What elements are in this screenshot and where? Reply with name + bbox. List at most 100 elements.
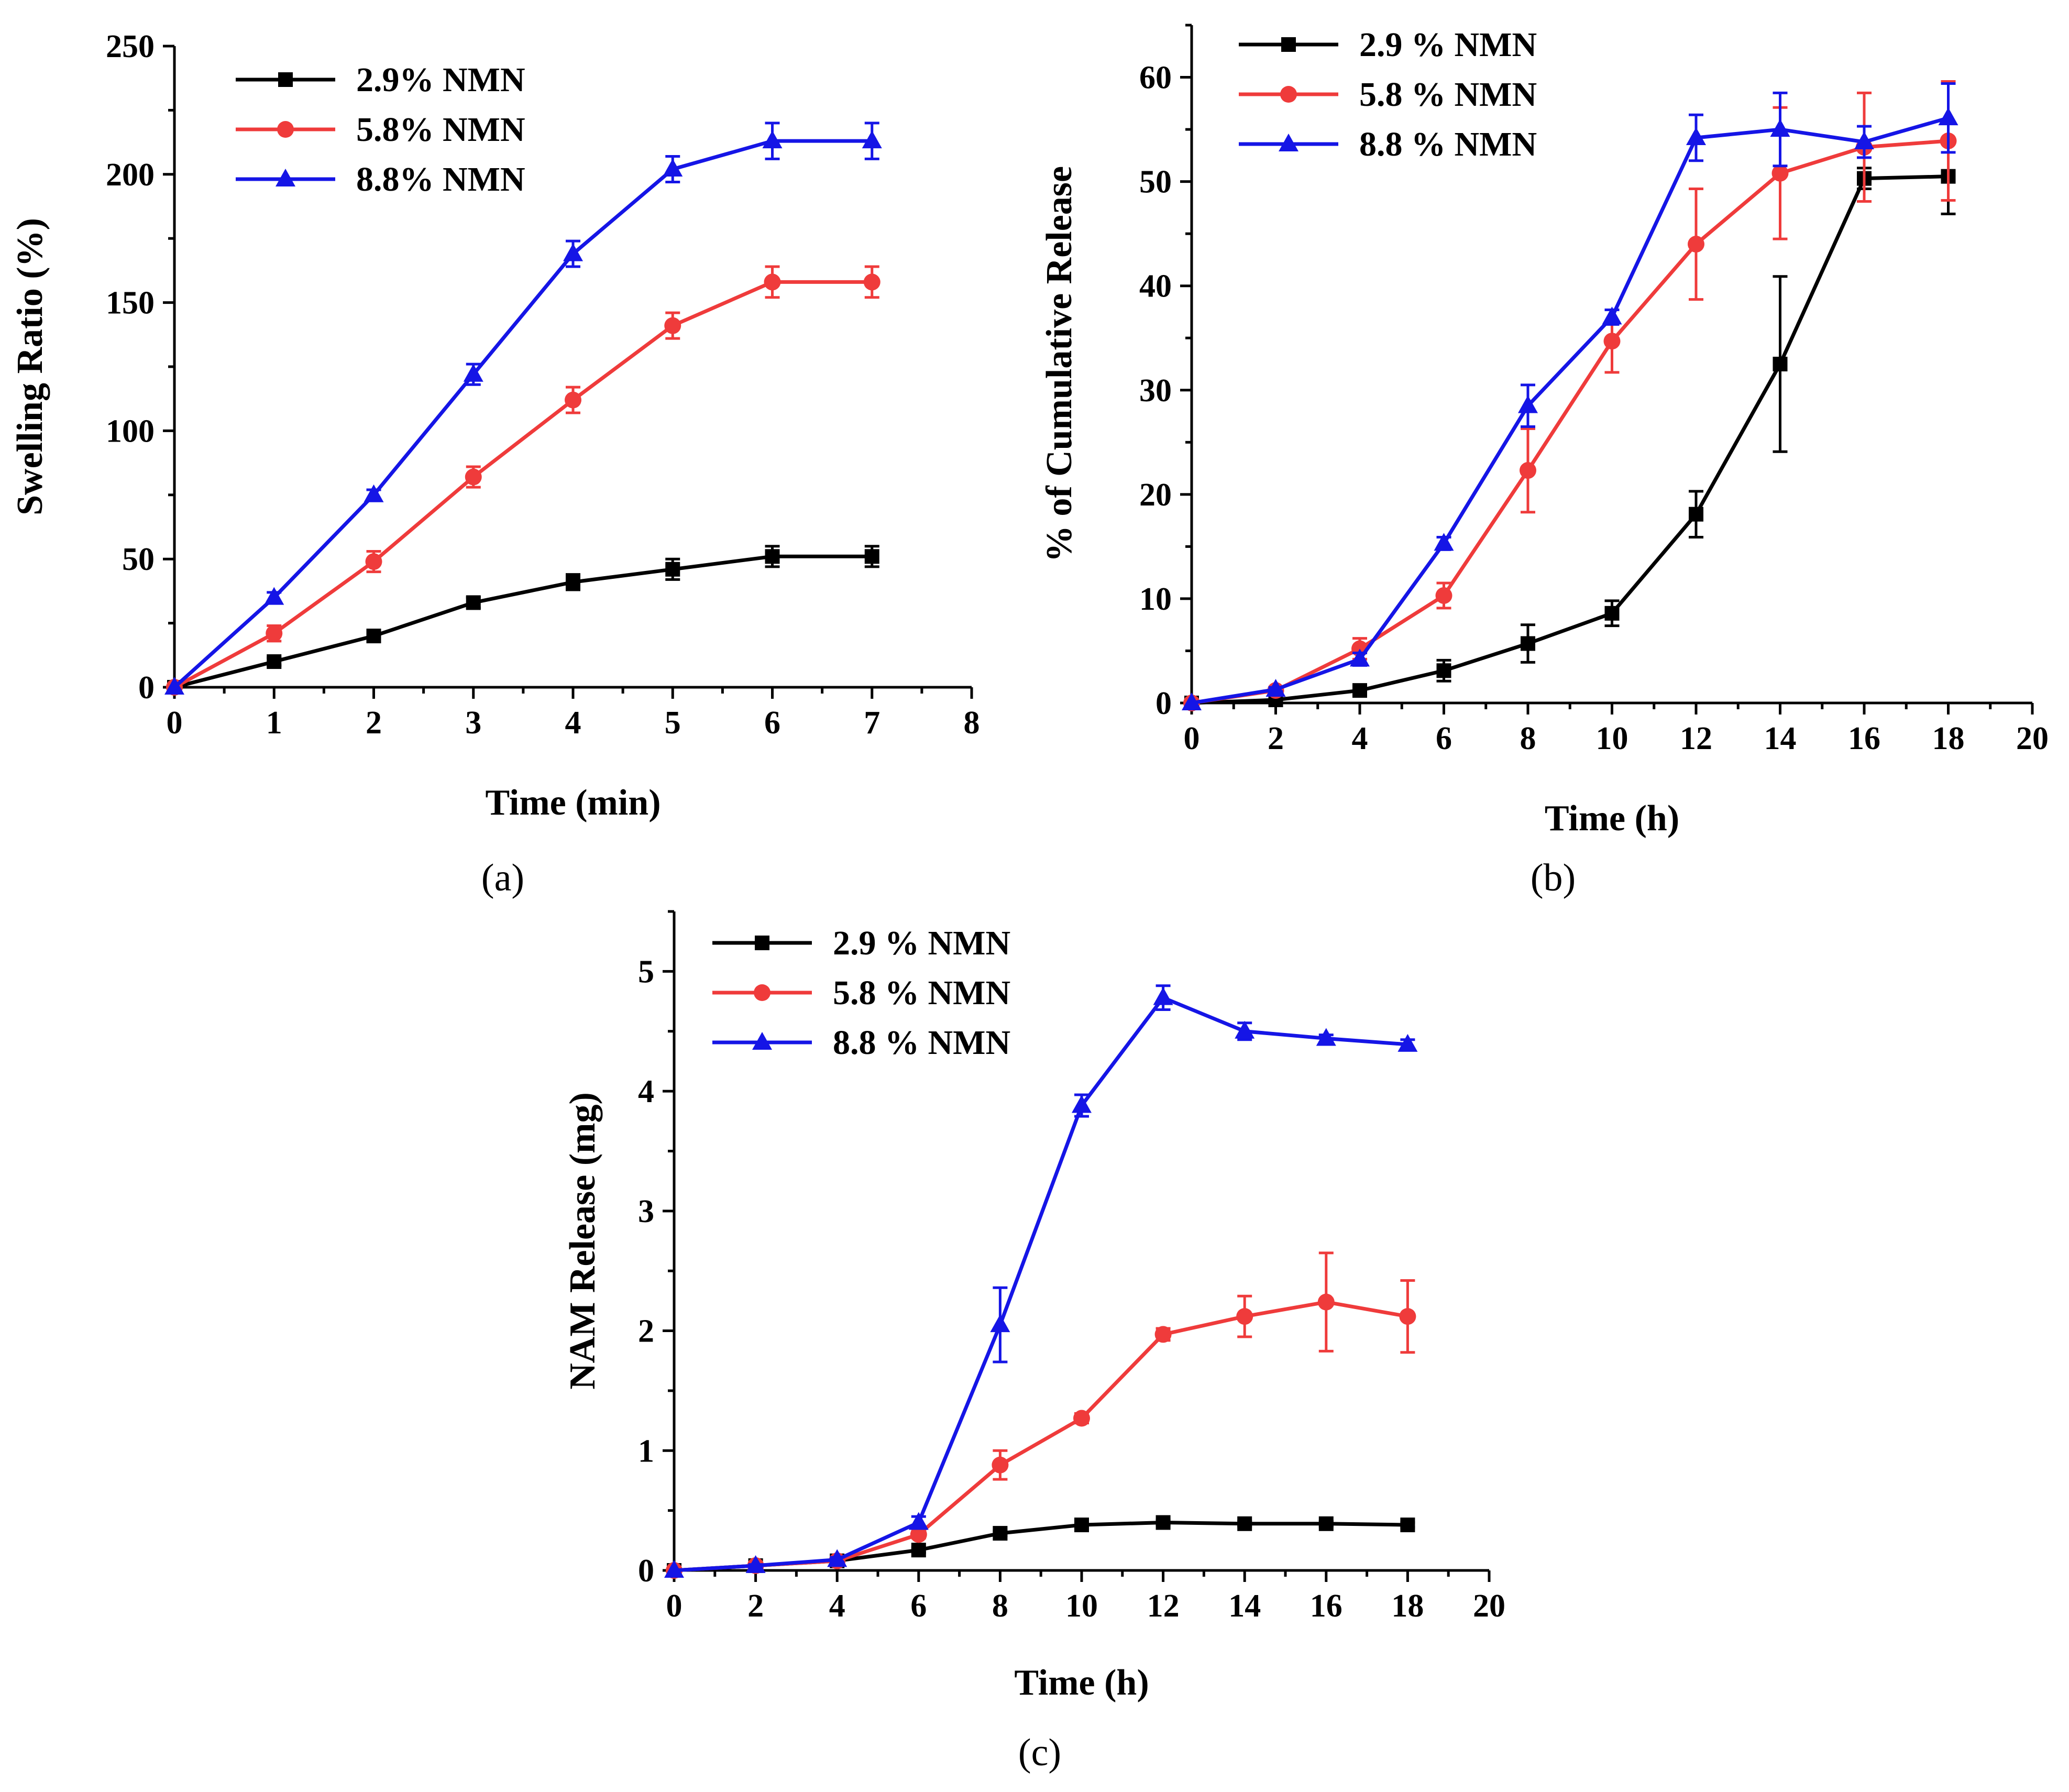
y-tick-label: 0: [638, 1553, 654, 1589]
x-tick-label: 6: [764, 705, 780, 741]
legend-entry: 8.8% NMN: [236, 160, 525, 199]
legend-label: 2.9 % NMN: [833, 924, 1010, 962]
y-tick-label: 1: [638, 1433, 654, 1469]
y-tick-label: 40: [1139, 269, 1172, 304]
data-point: [1155, 1515, 1171, 1530]
series-2-9-nmn: [1184, 137, 1956, 710]
y-tick-label: 250: [106, 29, 155, 64]
x-tick-label: 10: [1065, 1588, 1098, 1624]
data-point: [1603, 333, 1621, 350]
data-point: [1072, 1095, 1092, 1113]
data-point: [1686, 127, 1706, 146]
legend-entry: 2.9 % NMN: [1239, 26, 1537, 64]
data-point: [1236, 1308, 1253, 1325]
data-point: [463, 364, 483, 382]
legend-entry: 8.8 % NMN: [712, 1024, 1010, 1062]
data-point: [1435, 587, 1452, 604]
data-point: [992, 1456, 1009, 1474]
x-tick-label: 20: [1473, 1588, 1505, 1624]
data-point: [1520, 462, 1536, 479]
data-point: [465, 468, 482, 486]
x-tick-label: 14: [1764, 721, 1797, 756]
data-point: [1604, 606, 1620, 621]
y-tick-label: 4: [638, 1074, 654, 1109]
data-point: [1602, 306, 1622, 325]
data-point: [267, 654, 282, 669]
data-point: [910, 1526, 927, 1543]
data-point: [1317, 1293, 1335, 1311]
data-point: [993, 1526, 1008, 1541]
data-point: [664, 1560, 684, 1578]
x-tick-label: 20: [2016, 721, 2049, 756]
x-tick-label: 8: [1520, 721, 1536, 756]
data-point: [764, 273, 781, 291]
legend-label: 5.8 % NMN: [1359, 75, 1537, 114]
data-point: [563, 243, 583, 261]
legend-marker: [755, 936, 769, 950]
data-point: [1770, 119, 1790, 137]
x-tick-label: 0: [167, 705, 183, 741]
series-line: [1191, 116, 1949, 705]
panel-caption: (a): [481, 856, 524, 899]
data-point: [1434, 533, 1454, 551]
series-8-8-nmn: [664, 984, 1418, 1578]
data-point: [565, 391, 581, 409]
y-tick-label: 60: [1139, 60, 1172, 96]
data-point: [1773, 357, 1788, 371]
data-point: [1689, 507, 1703, 522]
x-tick-label: 12: [1680, 721, 1712, 756]
data-point: [1397, 1034, 1418, 1052]
series-5-8-nmn: [1183, 80, 1957, 711]
data-point: [1688, 236, 1704, 253]
x-tick-label: 16: [1310, 1588, 1342, 1624]
data-point: [827, 1549, 848, 1567]
data-point: [1854, 131, 1874, 149]
x-tick-label: 6: [910, 1588, 927, 1624]
legend-marker: [276, 169, 295, 186]
legend-marker: [752, 1032, 772, 1050]
x-tick-label: 18: [1932, 721, 1965, 756]
legend-label: 8.8 % NMN: [1359, 125, 1537, 163]
x-tick-label: 3: [465, 705, 481, 741]
series-line: [174, 554, 872, 689]
legend-marker: [277, 121, 294, 138]
data-point: [1400, 1518, 1415, 1533]
panel-a-swelling-ratio-chart: 0 1 2 3 4 5 6 7 8 0 50 100 150 200 250 Time (min) Swelli…: [10, 29, 980, 899]
panel-caption: (b): [1531, 856, 1576, 899]
legend-entry: 5.8 % NMN: [1239, 75, 1537, 114]
data-point: [762, 130, 783, 149]
x-tick-label: 8: [964, 705, 980, 741]
legend-marker: [1280, 86, 1297, 103]
legend-entry: 2.9% NMN: [236, 61, 525, 99]
y-tick-label: 50: [1139, 164, 1172, 200]
legend-marker: [754, 984, 771, 1001]
panel-caption: (c): [1018, 1731, 1061, 1774]
x-tick-label: 16: [1848, 721, 1880, 756]
data-point: [266, 625, 283, 642]
legend-marker: [278, 72, 293, 87]
x-tick-label: 8: [992, 1588, 1008, 1624]
data-point: [466, 595, 481, 610]
data-point: [1399, 1308, 1416, 1325]
data-point: [1235, 1020, 1255, 1039]
data-point: [1237, 1516, 1252, 1531]
data-point: [1316, 1028, 1336, 1046]
legend-label: 2.9 % NMN: [1359, 26, 1537, 64]
y-tick-label: 0: [138, 670, 155, 706]
y-axis-title: Swelling Ratio (%): [10, 218, 50, 515]
series-8-8-nmn: [1182, 82, 1958, 710]
x-tick-label: 5: [665, 705, 681, 741]
series-8-8-nmn: [164, 122, 882, 695]
series-line: [173, 280, 872, 689]
y-axis-title: % of Cumulative Release: [1039, 166, 1080, 562]
x-axis-title: Time (h): [1545, 798, 1679, 839]
data-point: [1073, 1410, 1090, 1427]
data-point: [863, 273, 881, 291]
data-point: [164, 677, 184, 695]
x-axis-title: Time (min): [485, 783, 661, 823]
data-point: [862, 130, 882, 149]
y-tick-label: 5: [638, 954, 654, 990]
data-point: [1436, 663, 1451, 678]
data-point: [864, 549, 879, 564]
